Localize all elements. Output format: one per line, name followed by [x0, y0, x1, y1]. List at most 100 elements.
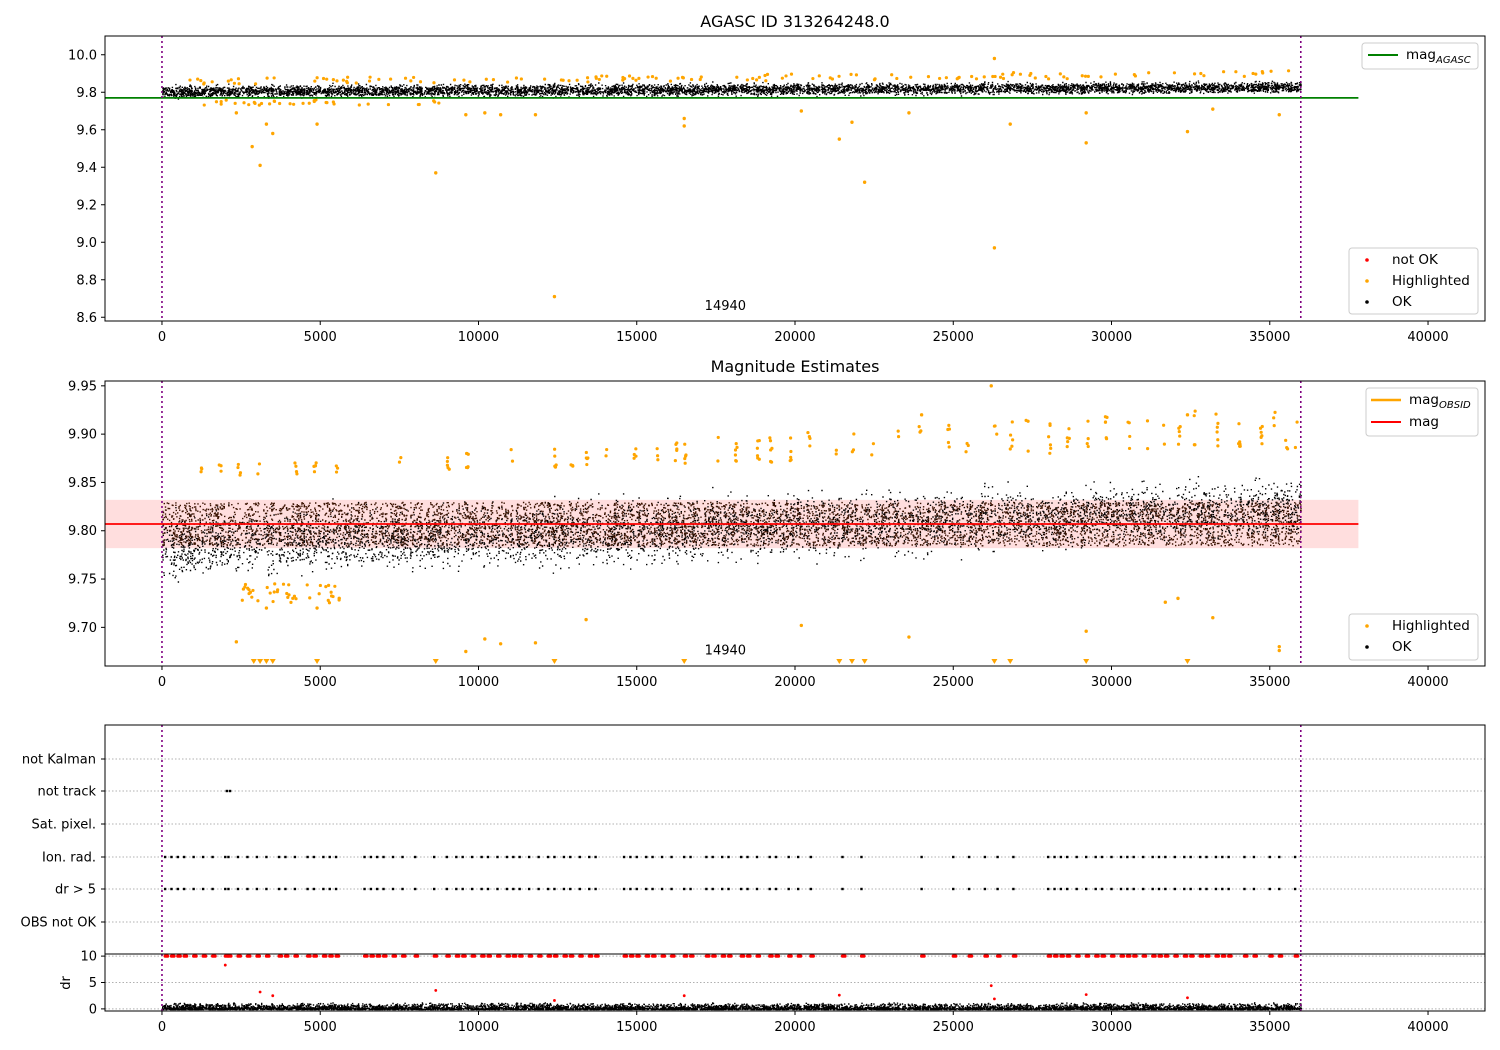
flag-point [1084, 855, 1088, 859]
flag-point [689, 887, 692, 891]
flag-point [629, 855, 632, 859]
estimates-highlighted-point [510, 459, 515, 463]
estimates-highlighted-point [634, 454, 638, 458]
estimates-highlighted-point [397, 460, 402, 464]
dr-clipped-point [843, 954, 847, 958]
estimates-highlighted-point [769, 460, 774, 464]
agasc-highlighted-point [668, 79, 673, 83]
estimates-highlighted-point [917, 425, 921, 429]
dr-clipped-point [770, 954, 774, 958]
estimates-highlighted-point [315, 606, 319, 610]
estimates-highlighted-point [337, 596, 341, 601]
estimates-highlighted-point [1215, 430, 1219, 434]
flag-point [518, 855, 521, 859]
dr-ok-points [162, 1002, 1302, 1011]
dr-clipped-point [172, 954, 176, 958]
estimates-dense-core [162, 501, 1302, 547]
estimates-highlighted-point [871, 442, 876, 446]
agasc-highlighted-point [937, 76, 942, 81]
estimates-highlighted-point [1277, 644, 1281, 649]
flag-point [1132, 887, 1135, 891]
estimates-highlighted-point [293, 461, 297, 465]
estimates-highlighted-point [1272, 424, 1276, 428]
flag-point [683, 855, 686, 859]
agasc-highlighted-point [993, 74, 997, 79]
estimates-highlighted-point [1211, 615, 1215, 620]
agasc-highlighted-point [1133, 74, 1138, 78]
flag-point [505, 855, 509, 859]
flag-point [683, 887, 686, 891]
agasc-highlighted-point [265, 76, 269, 80]
flag-point [670, 855, 673, 859]
agasc-highlighted-point [202, 103, 206, 107]
estimates-highlighted-point [287, 583, 291, 587]
agasc-highlighted-point [341, 78, 345, 82]
agasc-highlighted-point [650, 74, 655, 79]
agasc-highlighted-point [1001, 76, 1006, 81]
flag-point [432, 887, 436, 891]
agasc-highlighted-point [586, 80, 590, 84]
agasc-highlighted-point [1001, 72, 1005, 76]
flag-point [246, 887, 249, 891]
agasc-highlighted-point [247, 103, 251, 107]
flag-point [1053, 855, 1056, 859]
flag-point [1183, 855, 1186, 859]
agasc-highlighted-point [627, 74, 632, 78]
flag-point [277, 855, 281, 859]
dr-clipped-point [1077, 954, 1081, 958]
flag-point [1157, 887, 1161, 891]
agasc-highlighted-point [862, 180, 867, 184]
dr-clipped-point [757, 954, 762, 958]
dr-outlier-point [1084, 993, 1088, 997]
estimates-highlighted-point [1010, 444, 1014, 448]
estimates-highlighted-point [243, 582, 248, 587]
dr-clipped-point [530, 954, 534, 958]
agasc-highlighted-point [895, 76, 899, 81]
flag-point [255, 887, 259, 891]
agasc-x-tick-label: 0 [158, 330, 166, 345]
agasc-y-tick-label: 9.4 [76, 161, 97, 176]
dr-clipped-point [447, 954, 451, 958]
dr-clipped-point [1112, 954, 1116, 958]
agasc-highlighted-point [1202, 74, 1206, 78]
estimates-highlighted-point [1185, 413, 1190, 417]
flag-point [787, 855, 790, 859]
estimates-highlighted-point [757, 457, 761, 461]
flag-point [1012, 887, 1015, 891]
estimates-highlighted-point [733, 448, 738, 452]
estimates-highlighted-point [768, 436, 772, 440]
dr-clipped-point [498, 954, 502, 958]
flag-point [996, 887, 999, 891]
estimates-highlighted-point [268, 591, 272, 595]
agasc-highlighted-point [1251, 71, 1255, 76]
dr-clipped-point [811, 954, 815, 958]
estimates-highlighted-point [1104, 437, 1109, 441]
dr-outlier-point [1186, 996, 1189, 1000]
agasc-axes: 0 5000 10000 15000 20000 25000 30000 35000 40000… [68, 48, 1449, 345]
estimates-highlighted-point [947, 423, 951, 427]
estimates-highlighted-point [683, 454, 688, 458]
agasc-highlighted-point [253, 101, 257, 105]
agasc-highlighted-point [1062, 75, 1066, 79]
flag-point [201, 887, 205, 891]
flag-point [1221, 855, 1224, 859]
estimates-highlighted-point [1048, 443, 1053, 447]
agasc-highlighted-point [1011, 70, 1016, 75]
flag-point [660, 887, 664, 891]
dr-clipped-point [1153, 954, 1157, 958]
agasc-highlighted-point [462, 78, 466, 82]
estimates-clipped-marker [432, 659, 439, 664]
flag-point [246, 855, 249, 859]
estimates-highlighted-point [947, 445, 951, 449]
estimates-y-tick-label: 9.95 [68, 379, 97, 394]
estimates-highlighted-point [1178, 425, 1182, 429]
dr-clipped-point [393, 954, 398, 958]
estimates-highlighted-point [584, 450, 588, 455]
agasc-highlighted-point [621, 75, 625, 80]
agasc-highlighted-point [982, 75, 986, 79]
dr-clipped-point [555, 954, 559, 958]
dr-clipped-point [1207, 954, 1211, 958]
estimates-highlighted-point [289, 600, 293, 604]
agasc-highlighted-point [970, 74, 974, 79]
agasc-highlighted-point [418, 80, 423, 84]
